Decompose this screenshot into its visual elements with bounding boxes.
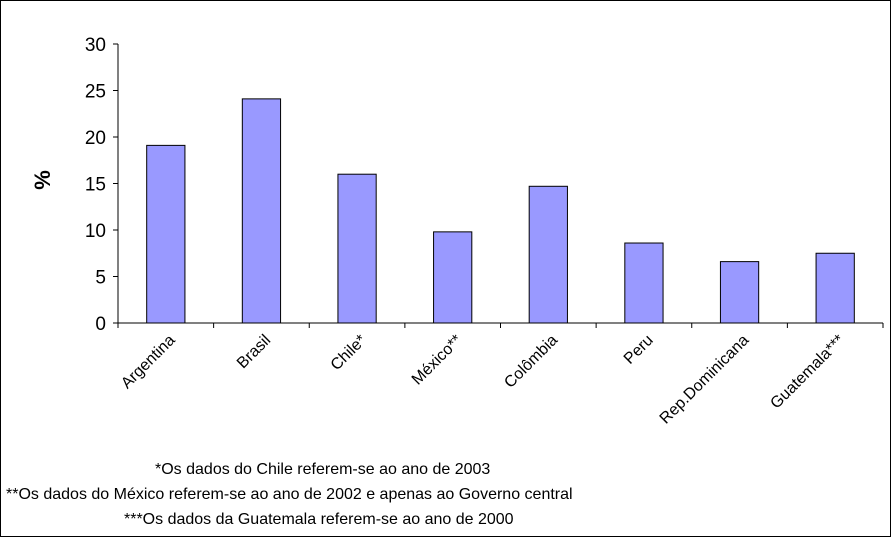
y-tick-label: 10 [85,221,106,242]
bar-6 [719,261,760,324]
footnote-chile: *Os dados do Chile referem-se ao ano de … [155,461,490,478]
bar-1 [241,98,282,324]
x-tick-label: México** [409,332,466,389]
y-tick-label: 20 [85,128,106,149]
bar-0 [146,144,186,324]
y-axis-label: % [30,170,55,190]
footnote-mexico: **Os dados do México referem-se ao ano d… [6,486,573,503]
x-tick-labels: Argentina Brasil Chile* México** Colômbia Per… [118,332,848,428]
x-tick-label: Brasil [234,332,274,372]
y-ticks: 0 5 10 15 20 25 30 [85,35,118,335]
x-tick-label: Peru [621,332,657,368]
y-tick-label: 25 [85,82,106,103]
footnotes: *Os dados do Chile referem-se ao ano de … [6,461,573,528]
bar-2 [337,173,377,324]
bar-3 [433,231,473,324]
axes-layer [117,44,883,324]
x-ticks [117,323,884,328]
bar-7 [815,252,855,324]
x-tick-label: Colômbia [501,332,561,392]
y-tick-label: 5 [95,268,106,289]
x-tick-label: Argentina [118,332,179,393]
y-tick-label: 0 [95,314,106,335]
bar-4 [528,185,568,324]
y-tick-label: 30 [85,35,106,56]
x-tick-label: Guatemala*** [767,332,848,413]
bar-5 [624,242,664,324]
y-tick-label: 15 [85,175,106,196]
bars-layer [146,98,855,324]
x-tick-label: Chile* [328,332,370,374]
footnote-guatemala: ***Os dados da Guatemala referem-se ao a… [124,511,514,528]
x-tick-label: Rep.Dominicana [657,332,753,428]
